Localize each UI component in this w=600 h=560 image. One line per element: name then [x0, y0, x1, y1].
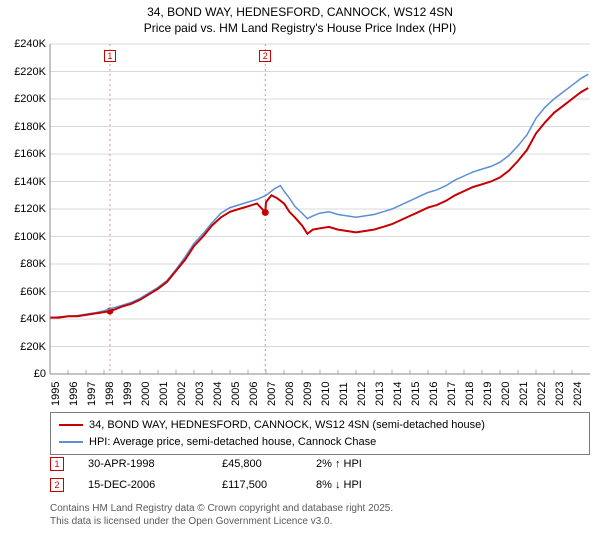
x-tick-label: 2007 — [266, 382, 278, 406]
y-tick-label: £100K — [14, 231, 46, 243]
sale-hpi-delta: 8% ↓ HPI — [316, 475, 396, 496]
x-tick-label: 2012 — [356, 382, 368, 406]
sale-date: 30-APR-1998 — [88, 454, 198, 475]
footnote-line-1: Contains HM Land Registry data © Crown c… — [50, 502, 393, 515]
chart-title: 34, BOND WAY, HEDNESFORD, CANNOCK, WS12 … — [0, 0, 600, 38]
sale-hpi-delta: 2% ↑ HPI — [316, 454, 396, 475]
x-tick-label: 2017 — [446, 382, 458, 406]
legend-label-hpi: HPI: Average price, semi-detached house,… — [89, 434, 376, 451]
x-tick-label: 2005 — [230, 382, 242, 406]
x-tick-label: 2006 — [248, 382, 260, 406]
y-tick-label: £20K — [20, 341, 46, 353]
x-tick-label: 2021 — [518, 382, 530, 406]
y-tick-label: £180K — [14, 121, 46, 133]
sales-table: 1 30-APR-1998 £45,800 2% ↑ HPI 2 15-DEC-2006 £… — [50, 454, 396, 496]
sale-date: 15-DEC-2006 — [88, 475, 198, 496]
y-tick-label: £160K — [14, 148, 46, 160]
y-tick-label: £200K — [14, 93, 46, 105]
x-tick-label: 2019 — [482, 382, 494, 406]
x-tick-label: 2022 — [536, 382, 548, 406]
x-tick-label: 2023 — [554, 382, 566, 406]
x-tick-label: 2013 — [374, 382, 386, 406]
x-tick-label: 1995 — [50, 382, 62, 406]
x-tick-label: 2004 — [212, 382, 224, 406]
sale-price: £45,800 — [222, 454, 292, 475]
x-tick-label: 1997 — [86, 382, 98, 406]
legend-item-property: 34, BOND WAY, HEDNESFORD, CANNOCK, WS12 … — [59, 417, 581, 434]
sale-number-badge: 2 — [50, 478, 64, 492]
x-tick-label: 2024 — [572, 382, 584, 406]
chart-legend: 34, BOND WAY, HEDNESFORD, CANNOCK, WS12 … — [50, 412, 590, 455]
sale-number-badge: 1 — [50, 457, 64, 471]
price-chart — [50, 44, 590, 374]
x-tick-label: 2020 — [500, 382, 512, 406]
y-tick-label: £220K — [14, 66, 46, 78]
sale-price: £117,500 — [222, 475, 292, 496]
x-tick-label: 2011 — [338, 382, 350, 406]
y-tick-label: £140K — [14, 176, 46, 188]
legend-swatch-blue — [59, 441, 83, 443]
title-line-1: 34, BOND WAY, HEDNESFORD, CANNOCK, WS12 … — [0, 4, 600, 20]
legend-label-property: 34, BOND WAY, HEDNESFORD, CANNOCK, WS12 … — [89, 417, 485, 434]
x-tick-label: 2003 — [194, 382, 206, 406]
sale-row: 1 30-APR-1998 £45,800 2% ↑ HPI — [50, 454, 396, 475]
y-tick-label: £60K — [20, 286, 46, 298]
x-tick-label: 2009 — [302, 382, 314, 406]
y-tick-label: £80K — [20, 258, 46, 270]
x-tick-label: 2000 — [140, 382, 152, 406]
x-tick-label: 1998 — [104, 382, 116, 406]
x-tick-label: 2014 — [392, 382, 404, 406]
sale-marker-badge: 1 — [104, 50, 116, 62]
sale-row: 2 15-DEC-2006 £117,500 8% ↓ HPI — [50, 475, 396, 496]
legend-item-hpi: HPI: Average price, semi-detached house,… — [59, 434, 581, 451]
sale-marker-badge: 2 — [259, 50, 271, 62]
x-tick-label: 2001 — [158, 382, 170, 406]
x-tick-label: 1999 — [122, 382, 134, 406]
x-tick-label: 2015 — [410, 382, 422, 406]
x-tick-label: 2018 — [464, 382, 476, 406]
x-tick-label: 2002 — [176, 382, 188, 406]
x-tick-label: 2016 — [428, 382, 440, 406]
x-tick-label: 2008 — [284, 382, 296, 406]
y-axis-labels: £0£20K£40K£60K£80K£100K£120K£140K£160K£1… — [0, 44, 48, 374]
x-tick-label: 1996 — [68, 382, 80, 406]
footnote: Contains HM Land Registry data © Crown c… — [50, 502, 393, 528]
y-tick-label: £240K — [14, 38, 46, 50]
legend-swatch-red — [59, 424, 83, 426]
x-tick-label: 2010 — [320, 382, 332, 406]
y-tick-label: £120K — [14, 203, 46, 215]
y-tick-label: £40K — [20, 313, 46, 325]
y-tick-label: £0 — [34, 368, 46, 380]
footnote-line-2: This data is licensed under the Open Gov… — [50, 515, 393, 528]
title-line-2: Price paid vs. HM Land Registry's House … — [0, 20, 600, 36]
